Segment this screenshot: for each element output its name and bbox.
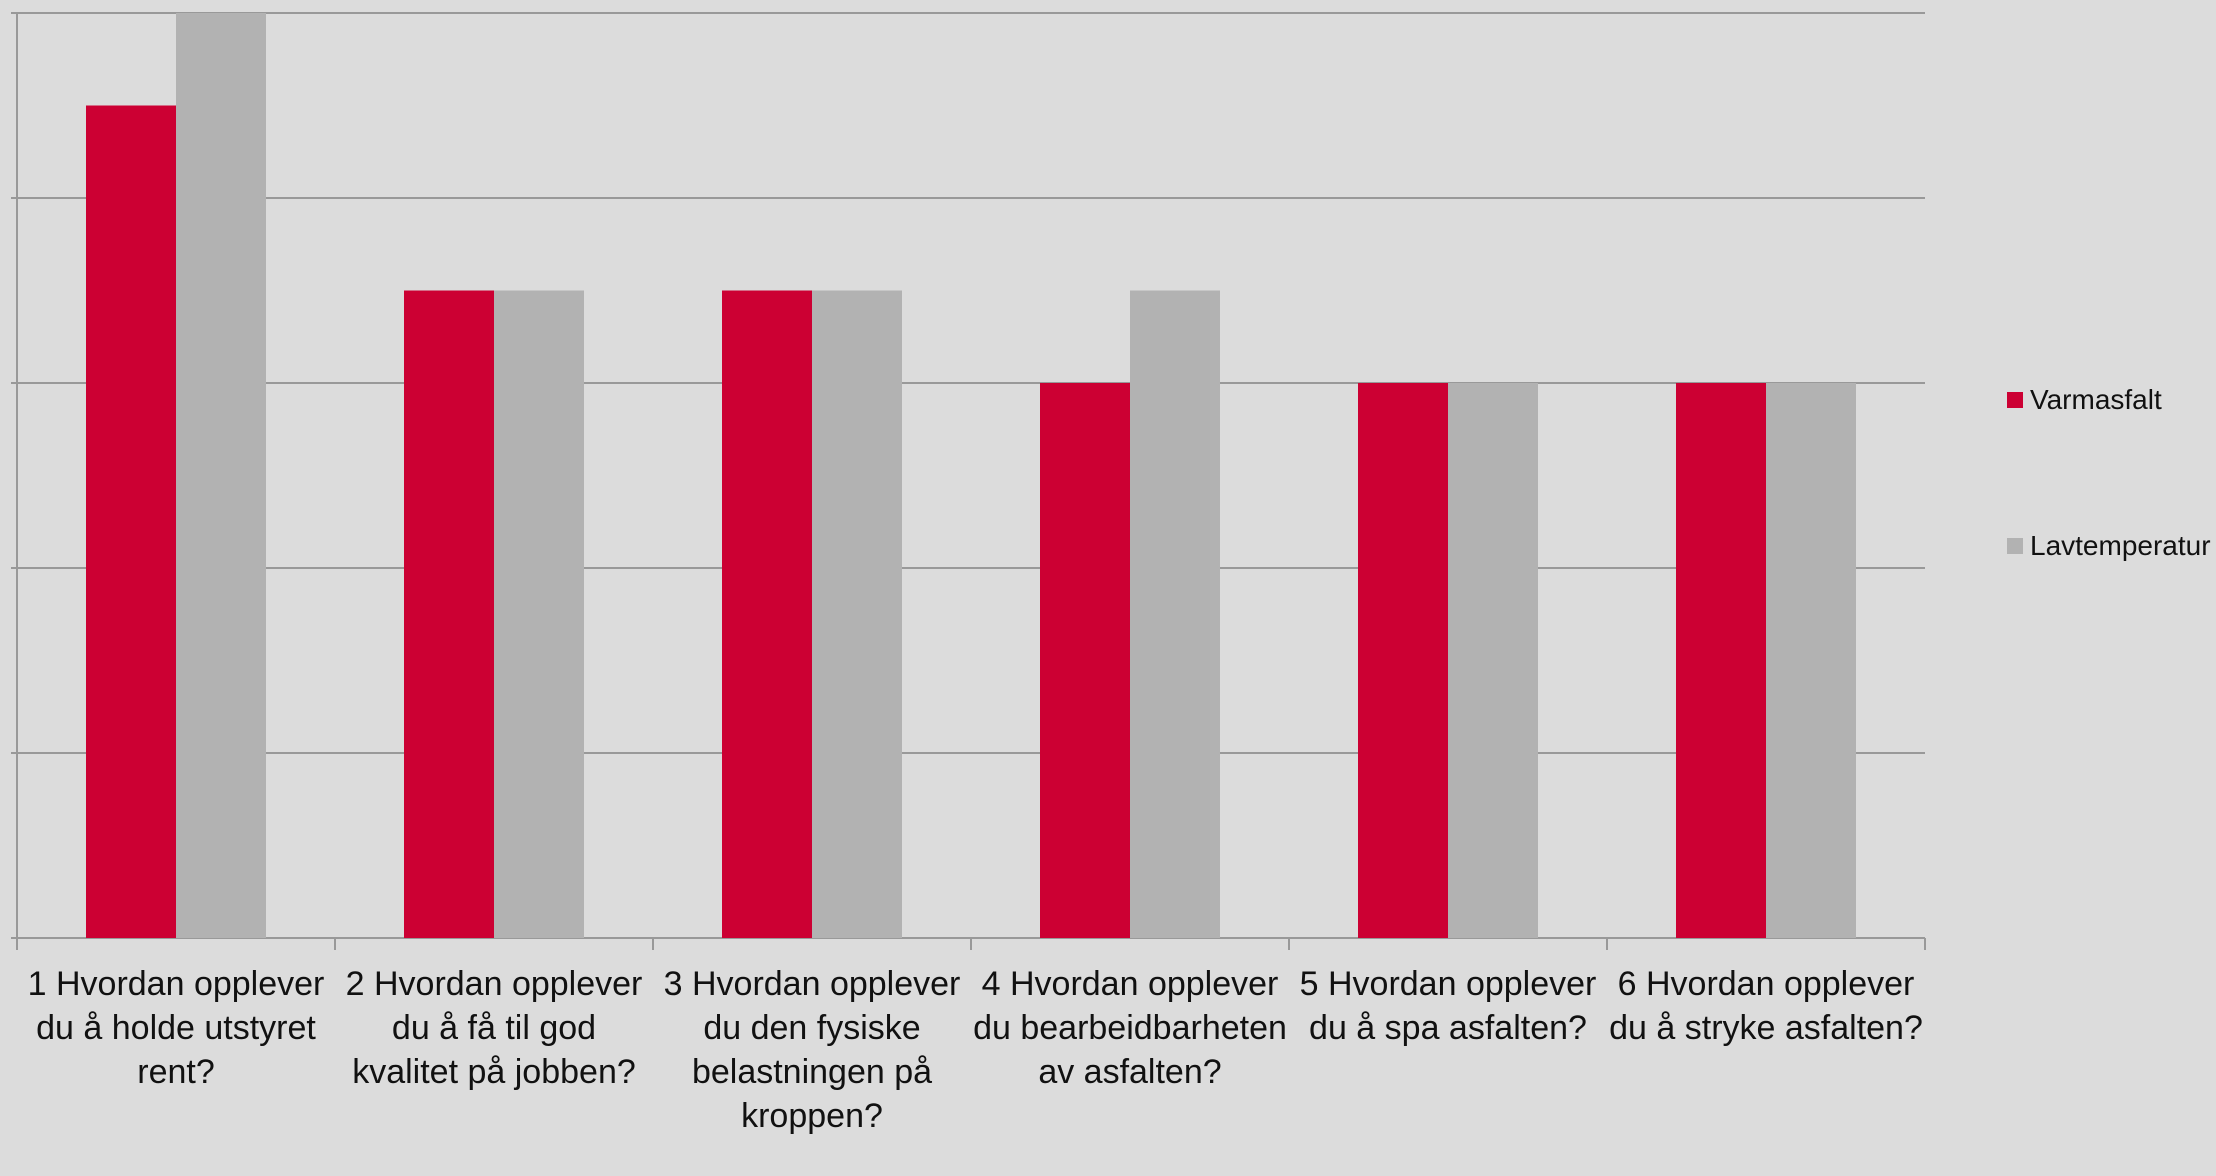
bar: [1448, 383, 1538, 938]
bar: [812, 290, 902, 938]
bar: [1766, 383, 1856, 938]
x-tick-label: 3 Hvordan opplever du den fysiske belast…: [663, 965, 961, 1135]
bar: [86, 105, 176, 938]
legend-swatch: [2007, 538, 2023, 554]
x-tick-label: 2 Hvordan opplever du å få til god kvali…: [345, 965, 643, 1091]
bar: [1130, 290, 1220, 938]
bar: [494, 290, 584, 938]
legend-swatch: [2007, 392, 2023, 408]
bar: [1358, 383, 1448, 938]
legend-label: Varmasfalt: [2030, 384, 2162, 415]
bar: [1040, 383, 1130, 938]
x-tick-label: 5 Hvordan opplever du å spa asfalten?: [1299, 965, 1597, 1047]
bar: [722, 290, 812, 938]
bar: [1676, 383, 1766, 938]
legend-label: Lavtemperatur: [2030, 530, 2211, 561]
bar: [176, 13, 266, 938]
x-tick-label: 1 Hvordan opplever du å holde utstyret r…: [27, 965, 325, 1091]
x-tick-label: 6 Hvordan opplever du å stryke asfalten?: [1609, 965, 1923, 1047]
bar: [404, 290, 494, 938]
x-tick-label: 4 Hvordan opplever du bearbeidbarheten a…: [973, 965, 1287, 1091]
